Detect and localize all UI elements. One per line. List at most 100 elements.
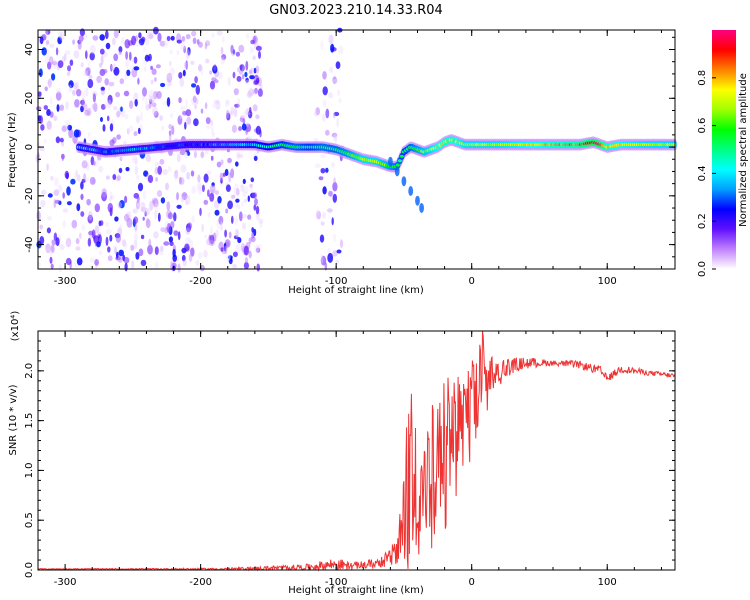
colorbar-gradient xyxy=(712,30,736,269)
noise-cell xyxy=(140,234,145,240)
noise-cell xyxy=(74,81,80,92)
noise-cell xyxy=(185,98,188,109)
noise-cell xyxy=(322,86,328,96)
noise-cell xyxy=(177,263,181,273)
noise-cell xyxy=(75,238,80,245)
noise-cell xyxy=(194,104,197,110)
noise-cell xyxy=(68,84,72,94)
noise-cell xyxy=(92,93,96,103)
noise-cell xyxy=(320,221,325,226)
noise-cell xyxy=(329,66,334,74)
noise-cell xyxy=(140,201,146,212)
noise-cell xyxy=(249,75,255,80)
noise-cell xyxy=(131,260,135,270)
noise-cell xyxy=(179,149,186,156)
noise-cell xyxy=(240,185,245,192)
noise-cell xyxy=(211,125,214,136)
x-tick-label: -100 xyxy=(325,577,348,588)
snr-axes: -300 -200 -100 0 100 0.0 0.5 1.0 1.5 2.0 xyxy=(24,330,675,588)
noise-cell xyxy=(237,153,244,158)
x-tick-label: 0 xyxy=(469,577,475,588)
noise-cell xyxy=(237,237,242,244)
noise-cell xyxy=(258,218,264,224)
noise-cell xyxy=(207,189,210,197)
noise-cell xyxy=(214,209,220,216)
noise-cell xyxy=(211,32,215,38)
noise-cell xyxy=(82,70,89,77)
noise-cell xyxy=(252,104,258,112)
noise-cell xyxy=(148,238,152,249)
noise-cell xyxy=(215,229,219,238)
noise-cell xyxy=(45,40,50,45)
noise-cell xyxy=(213,99,220,105)
noise-cell xyxy=(325,108,330,119)
noise-cell xyxy=(178,97,182,104)
noise-cell xyxy=(51,239,57,246)
noise-cell xyxy=(314,111,318,117)
noise-cell xyxy=(117,255,123,263)
noise-cell xyxy=(45,243,51,254)
noise-cell xyxy=(109,191,113,199)
noise-cell xyxy=(125,167,130,172)
noise-cell xyxy=(248,88,254,97)
noise-cell xyxy=(331,217,334,226)
noise-cell xyxy=(65,124,69,133)
y-tick-label: 20 xyxy=(24,92,35,105)
noise-cell xyxy=(225,208,229,214)
noise-cell xyxy=(105,42,111,50)
noise-cell xyxy=(44,28,48,38)
noise-cell xyxy=(153,231,159,239)
noise-cell xyxy=(74,99,80,108)
y-tick-label: 2.0 xyxy=(24,363,35,379)
noise-cell xyxy=(238,69,243,75)
noise-cell xyxy=(178,72,183,79)
noise-cell xyxy=(149,98,153,105)
noise-cell xyxy=(179,176,182,185)
noise-cell xyxy=(259,84,263,89)
noise-cell xyxy=(229,256,233,262)
noise-cell xyxy=(53,115,57,121)
noise-cell xyxy=(208,240,215,246)
noise-cell xyxy=(332,134,338,141)
noise-cell xyxy=(191,83,197,88)
noise-cell xyxy=(155,177,159,182)
noise-cell xyxy=(106,115,110,122)
noise-cell xyxy=(195,84,200,95)
noise-cell xyxy=(187,222,193,230)
noise-cell xyxy=(63,53,67,62)
noise-cell xyxy=(327,252,334,263)
noise-cell xyxy=(78,35,84,42)
noise-cell xyxy=(236,204,241,210)
noise-cell xyxy=(76,89,82,97)
noise-cell xyxy=(209,70,212,75)
noise-cell xyxy=(215,100,221,111)
noise-cell xyxy=(40,200,46,208)
noise-cell xyxy=(188,240,194,248)
noise-cell xyxy=(216,161,222,168)
noise-cell xyxy=(85,177,89,182)
noise-cell xyxy=(332,250,338,257)
noise-cell xyxy=(72,39,75,45)
noise-cell xyxy=(107,94,113,105)
noise-cell xyxy=(133,216,139,224)
noise-cell xyxy=(137,182,144,192)
noise-cell xyxy=(80,211,85,217)
noise-cell xyxy=(107,202,114,213)
figure-title: GN03.2023.210.14.33.R04 xyxy=(269,3,443,18)
tail-cell xyxy=(394,166,400,177)
noise-cell xyxy=(133,232,138,242)
noise-cell xyxy=(88,210,93,221)
noise-cell xyxy=(235,243,241,254)
noise-cell xyxy=(208,234,211,243)
noise-cell xyxy=(333,177,336,185)
noise-cell xyxy=(332,181,338,192)
noise-cell xyxy=(197,252,203,259)
noise-cell xyxy=(204,42,208,50)
noise-cell xyxy=(218,71,223,80)
noise-cell xyxy=(45,29,51,35)
noise-cell xyxy=(40,124,45,131)
noise-cell xyxy=(102,124,106,132)
noise-cell xyxy=(135,42,141,47)
noise-cell xyxy=(247,110,253,119)
noise-cell xyxy=(332,112,336,119)
